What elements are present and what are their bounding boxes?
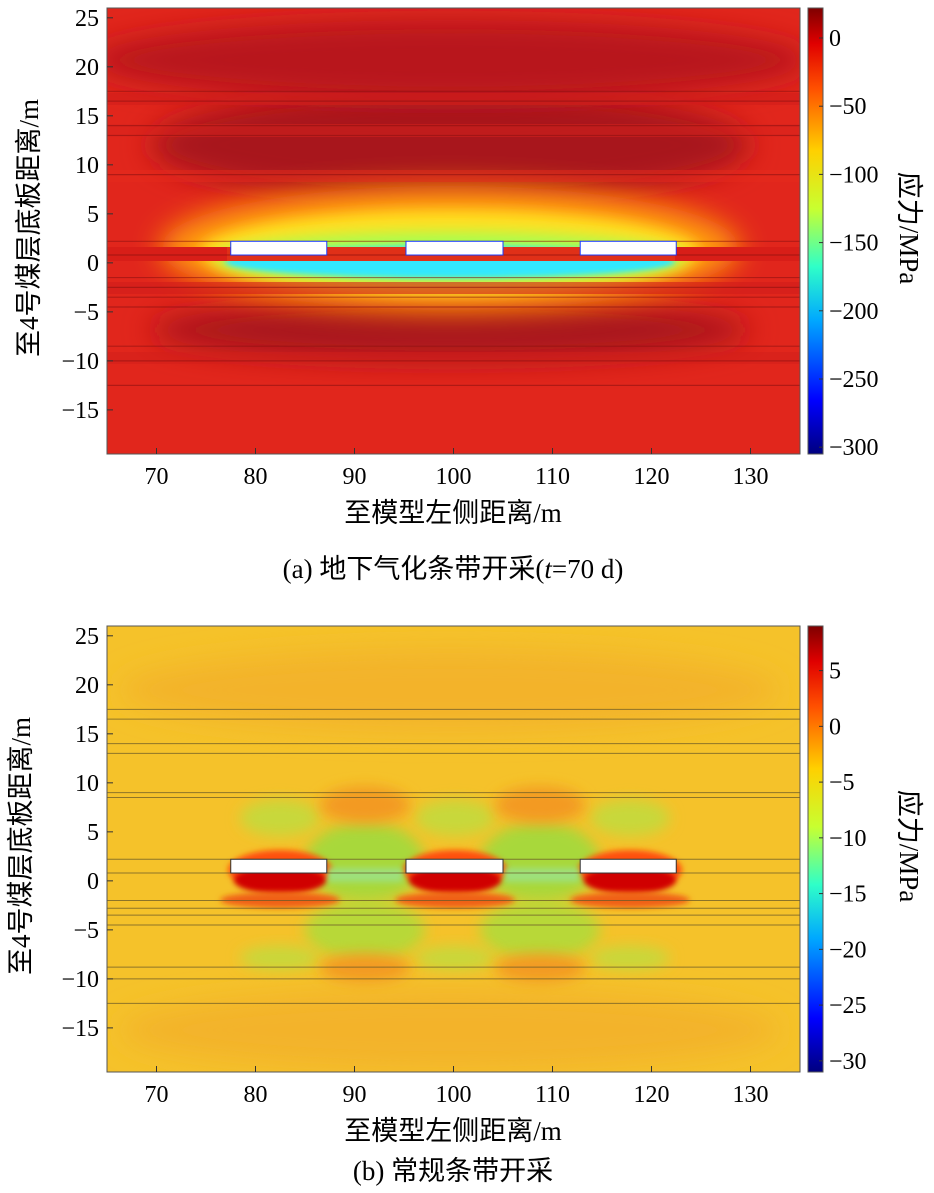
panel-a-y-label: 至4号煤层底板距离/m bbox=[14, 99, 44, 357]
x-tick-label: 130 bbox=[733, 1082, 769, 1108]
colorbar-tick-label: 5 bbox=[829, 659, 841, 685]
mined-opening bbox=[405, 240, 504, 256]
x-tick-label: 90 bbox=[343, 464, 367, 490]
y-tick-label: 10 bbox=[75, 771, 99, 797]
x-tick-label: 70 bbox=[145, 1082, 169, 1108]
colorbar-tick-label: −5 bbox=[829, 770, 855, 796]
mined-opening bbox=[579, 858, 677, 874]
x-tick-label: 70 bbox=[145, 464, 169, 490]
y-tick-label: 5 bbox=[87, 202, 99, 228]
panel-a-colorbar bbox=[807, 7, 824, 455]
x-tick-label: 80 bbox=[244, 1082, 268, 1108]
x-tick-label: 130 bbox=[733, 464, 769, 490]
x-tick-label: 100 bbox=[436, 1082, 472, 1108]
panel-b-y-label: 至4号煤层底板距离/m bbox=[6, 717, 36, 975]
y-tick-label: 25 bbox=[75, 624, 99, 650]
panel-a-field bbox=[107, 8, 800, 454]
y-tick-label: 10 bbox=[75, 153, 99, 179]
x-tick-label: 120 bbox=[634, 1082, 670, 1108]
y-tick-label: −10 bbox=[61, 967, 99, 993]
x-tick-label: 120 bbox=[634, 464, 670, 490]
panel-b-colorbar-ticks: 5 0 −5 −10 −15 −20 −25 −30 bbox=[819, 659, 867, 1075]
y-tick-label: 0 bbox=[87, 869, 99, 895]
y-tick-label: 5 bbox=[87, 820, 99, 846]
colorbar-tick-label: −30 bbox=[829, 1049, 867, 1075]
mined-opening bbox=[230, 858, 328, 874]
colorbar-tick-label: −150 bbox=[829, 231, 879, 257]
x-tick-label: 80 bbox=[244, 464, 268, 490]
mined-opening bbox=[405, 858, 504, 874]
x-tick-label: 110 bbox=[535, 464, 570, 490]
panel-a: 70 80 90 100 110 120 130 25 20 15 10 5 0 −5 −10 −15 至模… bbox=[14, 6, 924, 584]
colorbar-tick-label: −100 bbox=[829, 162, 879, 188]
panel-a-openings bbox=[230, 240, 677, 256]
panel-a-x-ticks: 70 80 90 100 110 120 130 bbox=[145, 448, 769, 490]
colorbar-tick-label: −15 bbox=[829, 882, 867, 908]
panel-b: 70 80 90 100 110 120 130 25 20 15 10 5 0 −5 −10 −15 至模… bbox=[6, 624, 924, 1186]
colorbar-tick-label: −10 bbox=[829, 826, 867, 852]
x-tick-label: 90 bbox=[343, 1082, 367, 1108]
y-tick-label: 15 bbox=[75, 722, 99, 748]
colorbar-tick-label: −200 bbox=[829, 299, 879, 325]
colorbar-tick-label: −25 bbox=[829, 993, 867, 1019]
y-tick-label: −10 bbox=[61, 349, 99, 375]
panel-a-y-ticks: 25 20 15 10 5 0 −5 −10 −15 bbox=[61, 6, 113, 424]
colorbar-tick-label: −250 bbox=[829, 367, 879, 393]
y-tick-label: −5 bbox=[73, 300, 99, 326]
panel-b-colorbar bbox=[807, 625, 824, 1073]
x-tick-label: 100 bbox=[436, 464, 472, 490]
y-tick-label: −15 bbox=[61, 1016, 99, 1042]
mined-opening bbox=[579, 240, 677, 256]
y-tick-label: 15 bbox=[75, 104, 99, 130]
colorbar-tick-label: −300 bbox=[829, 435, 879, 461]
panel-b-field bbox=[107, 626, 800, 1072]
y-tick-label: 25 bbox=[75, 6, 99, 32]
panel-b-caption: (b) 常规条带开采 bbox=[353, 1156, 553, 1186]
y-tick-label: −5 bbox=[73, 918, 99, 944]
x-tick-label: 110 bbox=[535, 1082, 570, 1108]
y-tick-label: 20 bbox=[75, 673, 99, 699]
panel-b-x-ticks: 70 80 90 100 110 120 130 bbox=[145, 1066, 769, 1108]
panel-a-x-label: 至模型左侧距离/m bbox=[344, 498, 562, 528]
panel-b-layer-lines bbox=[107, 708, 800, 1004]
colorbar-tick-label: −20 bbox=[829, 937, 867, 963]
panel-a-colorbar-label: 应力/MPa bbox=[894, 172, 924, 285]
mined-opening bbox=[230, 240, 328, 256]
panel-b-x-label: 至模型左侧距离/m bbox=[344, 1116, 562, 1146]
colorbar-tick-label: 0 bbox=[829, 714, 841, 740]
panel-b-colorbar-label: 应力/MPa bbox=[894, 790, 924, 903]
y-tick-label: −15 bbox=[61, 398, 99, 424]
colorbar-tick-label: −50 bbox=[829, 94, 867, 120]
panel-b-openings bbox=[230, 858, 677, 874]
panel-a-colorbar-ticks: 0 −50 −100 −150 −200 −250 −300 bbox=[819, 26, 879, 461]
y-tick-label: 0 bbox=[87, 251, 99, 277]
y-tick-label: 20 bbox=[75, 55, 99, 81]
panel-b-y-ticks: 25 20 15 10 5 0 −5 −10 −15 bbox=[61, 624, 113, 1042]
panel-a-caption: (a) 地下气化条带开采(t=70 d) bbox=[283, 554, 624, 584]
colorbar-tick-label: 0 bbox=[829, 26, 841, 52]
